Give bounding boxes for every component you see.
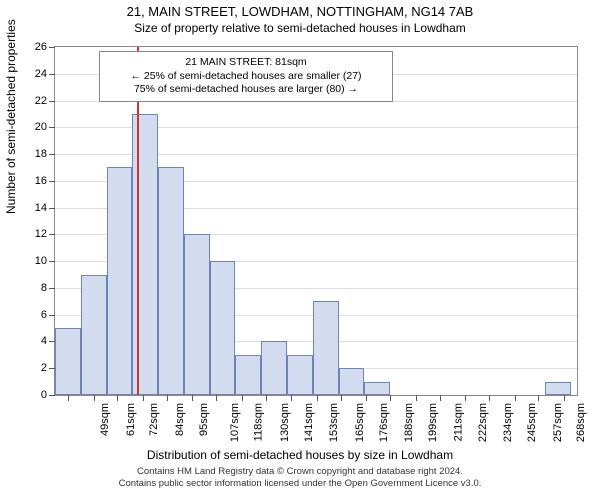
x-tick-label: 95sqm xyxy=(198,403,210,436)
y-tick xyxy=(49,395,55,396)
x-tick xyxy=(390,395,391,401)
histogram-bar xyxy=(313,301,339,395)
y-tick-label: 12 xyxy=(23,228,47,240)
x-tick xyxy=(117,395,118,401)
x-tick-label: 84sqm xyxy=(174,403,186,436)
y-axis-label: Number of semi-detached properties xyxy=(4,19,18,214)
x-tick-label: 165sqm xyxy=(354,403,366,442)
x-tick xyxy=(68,395,69,401)
histogram-bar xyxy=(81,275,107,395)
y-tick-label: 24 xyxy=(23,68,47,80)
chart-title-2: Size of property relative to semi-detach… xyxy=(0,21,600,35)
y-tick-label: 16 xyxy=(23,175,47,187)
x-tick xyxy=(538,395,539,401)
x-tick xyxy=(266,395,267,401)
x-tick-label: 130sqm xyxy=(279,403,291,442)
y-tick xyxy=(49,181,55,182)
histogram-bar xyxy=(210,261,236,395)
chart-plot-area: 0246810121416182022242649sqm61sqm72sqm84… xyxy=(54,46,578,396)
y-tick xyxy=(49,315,55,316)
y-tick-label: 14 xyxy=(23,202,47,214)
x-tick-label: 222sqm xyxy=(477,403,489,442)
histogram-bar xyxy=(545,382,571,395)
histogram-bar xyxy=(158,167,184,395)
y-tick xyxy=(49,208,55,209)
histogram-bar xyxy=(55,328,81,395)
x-tick xyxy=(242,395,243,401)
x-tick xyxy=(366,395,367,401)
y-tick-label: 6 xyxy=(23,309,47,321)
x-tick-label: 49sqm xyxy=(99,403,111,436)
x-tick xyxy=(167,395,168,401)
histogram-bar xyxy=(364,382,390,395)
y-tick-label: 4 xyxy=(23,335,47,347)
info-box: 21 MAIN STREET: 81sqm ← 25% of semi-deta… xyxy=(99,51,393,102)
y-tick-label: 8 xyxy=(23,282,47,294)
x-tick xyxy=(515,395,516,401)
x-tick xyxy=(564,395,565,401)
x-tick xyxy=(416,395,417,401)
x-axis-label: Distribution of semi-detached houses by … xyxy=(0,448,600,462)
histogram-bar xyxy=(287,355,313,395)
y-tick xyxy=(49,74,55,75)
x-tick-label: 153sqm xyxy=(328,403,340,442)
footer-line2: Contains public sector information licen… xyxy=(0,478,600,490)
y-tick-label: 0 xyxy=(23,389,47,401)
x-tick-label: 72sqm xyxy=(148,403,160,436)
x-tick xyxy=(216,395,217,401)
x-tick xyxy=(317,395,318,401)
x-tick-label: 199sqm xyxy=(427,403,439,442)
histogram-bar xyxy=(339,368,365,395)
y-tick xyxy=(49,288,55,289)
x-tick-label: 245sqm xyxy=(526,403,538,442)
x-tick xyxy=(94,395,95,401)
y-tick xyxy=(49,261,55,262)
y-tick-label: 2 xyxy=(23,362,47,374)
x-tick-label: 61sqm xyxy=(125,403,137,436)
y-tick xyxy=(49,234,55,235)
infobox-line3: 75% of semi-detached houses are larger (… xyxy=(106,83,386,97)
histogram-bar xyxy=(235,355,261,395)
histogram-bar xyxy=(107,167,133,395)
x-tick-label: 107sqm xyxy=(230,403,242,442)
x-tick xyxy=(192,395,193,401)
y-tick-label: 20 xyxy=(23,121,47,133)
x-tick xyxy=(489,395,490,401)
x-tick xyxy=(291,395,292,401)
x-tick xyxy=(341,395,342,401)
y-tick-label: 18 xyxy=(23,148,47,160)
x-tick-label: 257sqm xyxy=(552,403,564,442)
x-tick-label: 118sqm xyxy=(252,403,264,441)
x-tick-label: 141sqm xyxy=(303,403,315,442)
chart-title-1: 21, MAIN STREET, LOWDHAM, NOTTINGHAM, NG… xyxy=(0,4,600,19)
infobox-line1: 21 MAIN STREET: 81sqm xyxy=(106,56,386,70)
footer-text: Contains HM Land Registry data © Crown c… xyxy=(0,466,600,490)
x-tick-label: 188sqm xyxy=(404,403,416,442)
x-tick xyxy=(465,395,466,401)
x-tick-label: 268sqm xyxy=(575,403,587,442)
y-tick xyxy=(49,154,55,155)
y-tick-label: 10 xyxy=(23,255,47,267)
histogram-bar xyxy=(184,234,210,395)
y-tick xyxy=(49,127,55,128)
y-tick xyxy=(49,101,55,102)
x-tick xyxy=(440,395,441,401)
x-tick xyxy=(143,395,144,401)
x-tick-label: 176sqm xyxy=(378,403,390,442)
x-tick-label: 211sqm xyxy=(452,403,464,441)
y-tick-label: 26 xyxy=(23,41,47,53)
footer-line1: Contains HM Land Registry data © Crown c… xyxy=(0,466,600,478)
y-tick xyxy=(49,47,55,48)
histogram-bar xyxy=(261,341,287,395)
infobox-line2: ← 25% of semi-detached houses are smalle… xyxy=(106,70,386,84)
y-tick-label: 22 xyxy=(23,95,47,107)
x-tick-label: 234sqm xyxy=(502,403,514,442)
